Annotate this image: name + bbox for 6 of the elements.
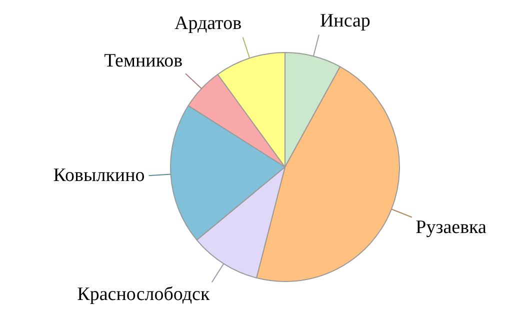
slice-label: Инсар: [320, 10, 370, 32]
slice-label: Рузаевка: [416, 217, 487, 238]
slice-label: Краснослободск: [77, 284, 210, 306]
slice-label: Ковылкино: [53, 164, 145, 186]
slice-label: Темников: [104, 50, 183, 72]
slice-label: Ардатов: [174, 12, 242, 34]
